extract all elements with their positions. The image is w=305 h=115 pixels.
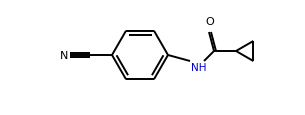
Text: NH: NH (191, 62, 206, 72)
Text: N: N (59, 51, 68, 60)
Text: O: O (206, 17, 214, 27)
